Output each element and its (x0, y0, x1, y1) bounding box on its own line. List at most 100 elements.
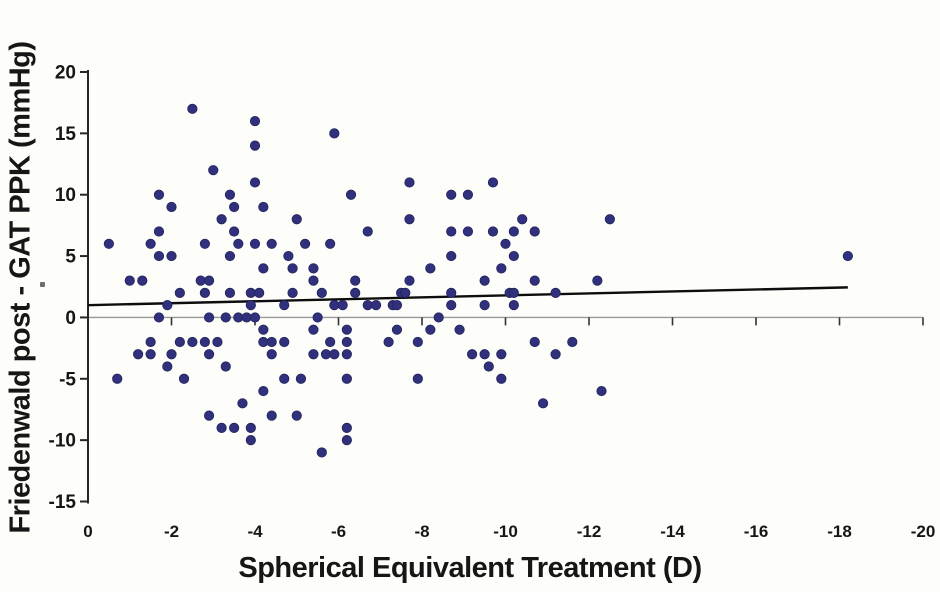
data-point (279, 336, 290, 348)
data-point (316, 287, 327, 298)
data-point (592, 275, 603, 286)
data-point (341, 422, 352, 433)
x-tick-label: 0 (83, 522, 92, 541)
data-point (208, 165, 219, 176)
data-point (266, 336, 277, 348)
data-point (550, 287, 561, 298)
data-point (400, 287, 411, 298)
data-point (537, 398, 549, 409)
x-tick-label: -12 (577, 522, 602, 541)
data-point (212, 336, 223, 348)
y-tick-label: 15 (55, 124, 77, 145)
data-point (249, 140, 261, 151)
data-point (550, 349, 561, 360)
data-point (203, 275, 215, 286)
data-point (341, 435, 352, 446)
data-point (404, 275, 415, 286)
data-point (295, 373, 307, 384)
y-tick-label: 5 (65, 247, 76, 268)
data-point (529, 275, 540, 286)
data-point (345, 189, 357, 200)
data-point (229, 201, 240, 213)
data-point (567, 336, 578, 348)
data-point (341, 373, 352, 384)
x-tick-label: -4 (247, 522, 263, 541)
data-point (199, 287, 210, 298)
x-tick-label: -8 (414, 522, 429, 541)
data-point (145, 349, 156, 360)
data-point (500, 238, 511, 249)
data-point (508, 250, 519, 262)
data-point (258, 324, 269, 335)
data-point (391, 324, 403, 335)
data-point (479, 275, 490, 286)
data-point (596, 385, 607, 397)
data-point (312, 312, 323, 323)
data-point (258, 263, 269, 274)
data-point (216, 214, 227, 225)
data-point (245, 422, 256, 433)
data-point (174, 287, 185, 298)
data-point (178, 373, 190, 384)
data-point (308, 324, 319, 335)
data-point (279, 373, 290, 384)
data-point (220, 312, 231, 323)
data-point (145, 238, 156, 249)
y-tick-label: 20 (55, 63, 76, 84)
data-point (229, 226, 240, 237)
data-point (233, 238, 244, 249)
data-point (350, 275, 361, 286)
data-point (249, 238, 261, 249)
data-point (433, 312, 444, 323)
data-point (412, 336, 423, 348)
data-point (266, 349, 277, 360)
data-point (308, 275, 319, 286)
data-point (412, 373, 423, 384)
data-point (299, 238, 311, 249)
data-point (162, 361, 173, 372)
data-point (341, 336, 352, 348)
x-tick-label: -2 (164, 522, 179, 541)
data-point (508, 287, 519, 298)
data-point (341, 324, 352, 335)
data-point (153, 226, 165, 237)
data-point (496, 349, 507, 360)
data-point (203, 312, 215, 323)
data-point (479, 300, 490, 311)
y-tick-label: -15 (49, 492, 77, 513)
data-point (496, 263, 507, 274)
data-point (237, 398, 248, 409)
data-point (124, 275, 135, 286)
data-point (425, 263, 436, 274)
data-point (487, 177, 499, 188)
data-point (103, 238, 114, 249)
data-point (842, 250, 853, 262)
data-point (249, 177, 261, 188)
data-point (245, 300, 256, 311)
data-point (216, 422, 227, 433)
data-point (508, 226, 519, 237)
data-point (329, 128, 340, 139)
data-point (446, 287, 457, 298)
x-tick-label: -6 (331, 522, 346, 541)
x-axis-title: Spherical Equivalent Treatment (D) (238, 551, 702, 584)
data-point (325, 238, 336, 249)
data-point (279, 300, 290, 311)
data-point (446, 189, 457, 200)
x-tick-label: -18 (827, 522, 852, 541)
data-point (325, 336, 336, 348)
data-point (229, 422, 240, 433)
data-point (166, 250, 177, 262)
y-tick-label: 0 (65, 308, 76, 329)
data-point (187, 103, 198, 114)
data-point (329, 349, 340, 360)
data-point (316, 447, 327, 458)
data-point (224, 250, 236, 262)
data-point (350, 287, 361, 298)
data-point (287, 287, 298, 298)
data-point (220, 361, 231, 372)
data-point (483, 361, 494, 372)
data-point (454, 324, 465, 335)
data-point (203, 410, 215, 421)
data-point (391, 300, 403, 311)
